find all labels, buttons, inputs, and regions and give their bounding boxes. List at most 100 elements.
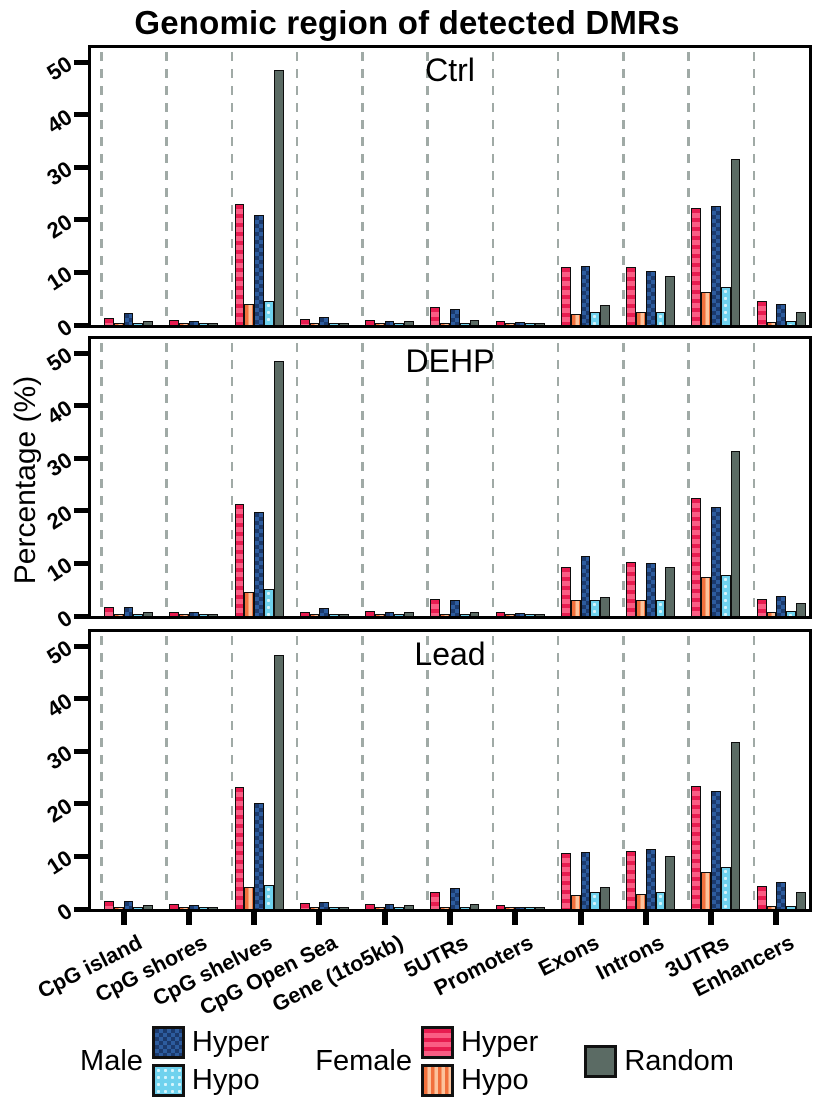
bar-random	[469, 611, 480, 616]
gridline	[230, 343, 234, 612]
bar-female_hyper	[626, 562, 636, 616]
bar-random	[600, 886, 610, 909]
y-tick	[74, 560, 88, 566]
bar-random	[143, 612, 153, 616]
legend-female-label: Female	[315, 1045, 412, 1077]
bar-female_hypo	[374, 907, 385, 909]
bar-female_hypo	[701, 576, 712, 616]
bar-female_hyper	[169, 319, 180, 325]
bar-male_hypo	[394, 323, 405, 325]
bar-male_hyper	[254, 214, 264, 325]
bar-female_hyper	[691, 786, 702, 909]
bar-random	[534, 323, 545, 325]
bar-female_hypo	[505, 614, 516, 616]
bar-male_hypo	[263, 588, 274, 616]
bar-male_hypo	[133, 323, 144, 325]
bar-female_hyper	[169, 611, 180, 616]
male-hypo-swatch-icon	[151, 1064, 185, 1097]
bar-female_hyper	[756, 885, 767, 909]
bar-female_hypo	[113, 907, 124, 909]
bar-male_hyper	[645, 848, 656, 909]
bar-male_hyper	[188, 612, 199, 616]
y-tick	[74, 269, 88, 275]
bar-random	[273, 69, 284, 325]
bar-random	[339, 907, 349, 909]
x-tick	[185, 912, 192, 925]
bar-female_hyper	[365, 319, 375, 325]
bar-male_hypo	[394, 614, 405, 616]
bar-female_hypo	[570, 314, 581, 325]
bar-male_hypo	[655, 312, 666, 325]
bar-male_hypo	[786, 610, 796, 616]
panel-lead: Lead	[88, 629, 812, 912]
bar-male_hyper	[776, 303, 787, 325]
gridline	[295, 636, 299, 905]
bar-female_hypo	[635, 894, 646, 909]
legend-item-male-hyper: Hyper	[151, 1026, 269, 1059]
y-tick-label: 40	[42, 103, 77, 138]
y-tick	[74, 350, 88, 356]
gridline	[100, 343, 103, 612]
bar-random	[143, 904, 153, 909]
bar-random	[273, 655, 284, 909]
bar-male_hyper	[711, 790, 721, 909]
y-tick-label: 30	[42, 740, 77, 775]
legend-item-random: Random	[584, 1045, 734, 1078]
bar-male_hyper	[580, 556, 591, 616]
panel-label-ctrl: Ctrl	[425, 52, 475, 88]
bar-random	[795, 312, 806, 325]
bar-male_hyper	[515, 322, 526, 325]
bar-male_hyper	[319, 317, 330, 325]
gridline	[687, 636, 690, 905]
gridline	[230, 52, 234, 321]
y-tick	[74, 801, 88, 807]
bar-male_hypo	[198, 907, 209, 909]
bar-male_hyper	[384, 612, 395, 616]
gridline	[165, 636, 168, 905]
bar-female_hyper	[104, 318, 114, 325]
x-tick	[316, 912, 323, 925]
bar-female_hyper	[560, 853, 571, 909]
y-tick-label: 20	[42, 792, 77, 828]
bar-male_hyper	[384, 904, 395, 909]
legend-item-female-hyper: Hyper	[420, 1026, 538, 1059]
y-tick	[74, 748, 88, 754]
bar-female_hypo	[113, 614, 124, 616]
legend-group-female: Female Hyper Hypo	[315, 1026, 538, 1097]
bar-female_hypo	[179, 907, 189, 909]
bar-male_hypo	[263, 301, 274, 325]
bar-random	[534, 907, 545, 909]
gridline	[556, 636, 560, 905]
bar-male_hyper	[123, 901, 134, 909]
bar-male_hypo	[133, 907, 144, 909]
bar-female_hyper	[169, 903, 180, 909]
bar-random	[600, 596, 610, 616]
chart-title: Genomic region of detected DMRs	[134, 4, 680, 41]
bar-male_hyper	[645, 271, 656, 325]
bar-female_hypo	[244, 303, 255, 325]
bar-male_hypo	[263, 884, 274, 909]
bar-female_hypo	[505, 907, 516, 909]
gridline	[752, 52, 756, 321]
bar-male_hyper	[384, 321, 395, 325]
y-tick	[74, 217, 88, 223]
bar-random	[208, 323, 219, 325]
bar-male_hyper	[711, 206, 721, 325]
gridline	[687, 343, 690, 612]
bar-female_hyper	[299, 903, 310, 909]
gridline	[100, 636, 103, 905]
bar-female_hyper	[234, 503, 245, 616]
gridline	[100, 52, 103, 321]
x-tick	[773, 912, 780, 925]
bar-male_hypo	[720, 287, 731, 325]
panel-ctrl: Ctrl	[88, 45, 812, 328]
gridline	[556, 343, 560, 612]
bar-male_hyper	[515, 906, 526, 909]
legend-group-male: Male Hyper Hypo	[80, 1026, 269, 1097]
bar-male_hypo	[786, 905, 796, 909]
bar-male_hypo	[590, 312, 601, 325]
y-tick-label: 20	[42, 208, 77, 244]
bar-female_hyper	[234, 786, 245, 909]
bar-female_hypo	[374, 323, 385, 325]
